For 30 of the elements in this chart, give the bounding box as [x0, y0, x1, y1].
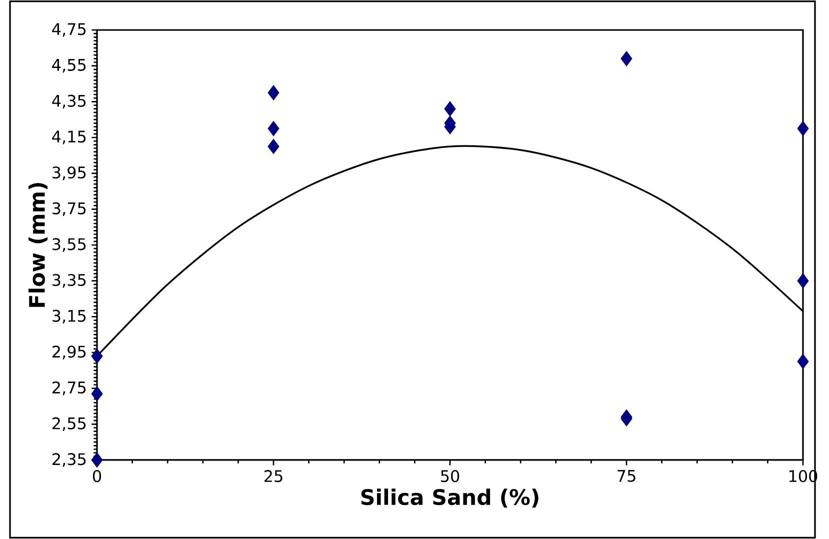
point	[91, 386, 103, 402]
x-tick-label: 25	[264, 470, 282, 482]
y-tick-label: 3,35	[52, 274, 86, 288]
y-tick-label: 2,95	[52, 346, 86, 360]
x-tick-label: 50	[441, 470, 460, 482]
point	[444, 101, 456, 116]
y-tick-label: 2,75	[52, 381, 86, 396]
x-axis-title: Silica Sand (%)	[361, 488, 538, 508]
y-tick-label: 4,55	[52, 59, 86, 73]
y-tick-label: 2,55	[52, 417, 86, 432]
y-axis-title: Flow (mm)	[28, 182, 48, 307]
y-tick-label: 4,15	[52, 130, 86, 144]
x-tick-label: 0	[92, 470, 102, 482]
y-tick-label: 2,35	[52, 453, 86, 467]
point	[91, 452, 103, 468]
point	[91, 348, 103, 364]
y-tick-label: 3,15	[52, 310, 86, 324]
y-tick-label: 4,35	[52, 94, 86, 109]
point	[797, 120, 809, 136]
y-tick-label: 4,75	[52, 23, 86, 37]
x-tick-label: 75	[618, 470, 636, 482]
y-tick-label: 3,75	[52, 202, 86, 216]
point	[268, 85, 280, 100]
point	[268, 138, 280, 154]
y-tick-label: 3,55	[52, 238, 86, 252]
point	[620, 51, 632, 66]
point	[797, 354, 809, 370]
point	[797, 273, 809, 288]
point	[268, 120, 280, 136]
y-tick-label: 3,95	[52, 166, 86, 180]
